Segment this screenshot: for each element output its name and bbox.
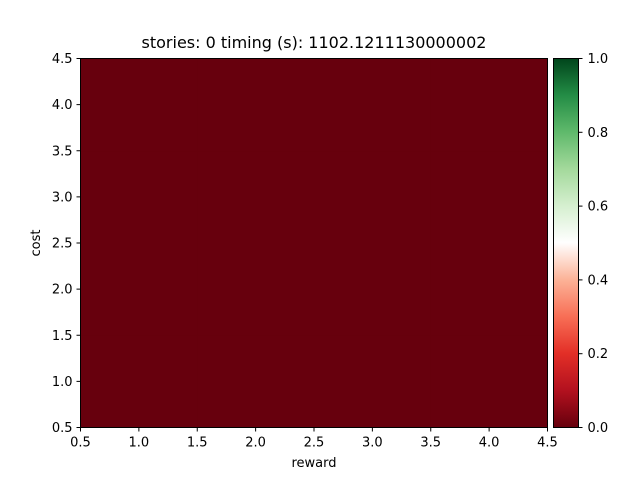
heatmap-cell — [197, 58, 315, 152]
x-axis-ticks: 0.5 1.0 1.5 2.0 2.5 3.0 3.5 4.0 4.5 — [70, 427, 558, 451]
x-tick-label: 1.5 — [187, 436, 208, 451]
heatmap-cell — [197, 243, 315, 336]
heatmap-cell — [314, 150, 432, 244]
colorbar-tick-label: 0.4 — [588, 273, 609, 288]
y-axis-ticks: 0.5 1.0 1.5 2.0 2.5 3.0 3.5 4.0 4.5 — [52, 52, 81, 436]
colorbar-tick-label: 0.8 — [588, 126, 609, 141]
heatmap-cell — [430, 243, 548, 336]
x-tick-label: 3.0 — [362, 436, 383, 451]
heatmap-cells — [80, 58, 548, 428]
y-tick-label: 1.5 — [52, 329, 73, 344]
y-tick-label: 3.0 — [52, 190, 73, 205]
y-tick-label: 4.5 — [52, 52, 73, 67]
colorbar-tick-label: 0.2 — [588, 347, 609, 362]
x-tick-label: 2.0 — [245, 436, 266, 451]
colorbar — [553, 58, 578, 427]
heatmap-cell — [80, 335, 198, 428]
colorbar-tick-label: 0.6 — [588, 200, 609, 215]
x-tick-label: 0.5 — [70, 436, 91, 451]
y-tick-label: 2.5 — [52, 237, 73, 252]
x-tick-label: 4.0 — [479, 436, 500, 451]
heatmap-cell — [314, 58, 432, 152]
heatmap-cell — [197, 150, 315, 244]
x-tick-label: 3.5 — [420, 436, 441, 451]
heatmap-cell — [314, 335, 432, 428]
x-tick-label: 4.5 — [537, 436, 558, 451]
y-tick-label: 0.5 — [52, 421, 73, 436]
y-tick-label: 1.0 — [52, 375, 73, 390]
heatmap-cell — [80, 58, 198, 152]
heatmap-cell — [430, 58, 548, 152]
y-axis-label: cost — [29, 230, 44, 257]
heatmap-cell — [430, 150, 548, 244]
heatmap-cell — [197, 335, 315, 428]
y-tick-label: 3.5 — [52, 144, 73, 159]
x-tick-label: 2.5 — [304, 436, 325, 451]
y-tick-label: 4.0 — [52, 98, 73, 113]
chart-title: stories: 0 timing (s): 1102.121113000000… — [142, 33, 487, 52]
colorbar-ticks: 0.0 0.2 0.4 0.6 0.8 1.0 — [578, 52, 609, 436]
heatmap-cell — [430, 335, 548, 428]
heatmap-cell — [80, 243, 198, 336]
heatmap-cell — [314, 243, 432, 336]
y-tick-label: 2.0 — [52, 283, 73, 298]
heatmap-cell — [80, 150, 198, 244]
colorbar-frame — [553, 58, 579, 428]
x-tick-label: 1.0 — [129, 436, 150, 451]
x-axis-label: reward — [291, 456, 336, 471]
colorbar-tick-label: 0.0 — [588, 421, 609, 436]
colorbar-tick-label: 1.0 — [588, 52, 609, 67]
